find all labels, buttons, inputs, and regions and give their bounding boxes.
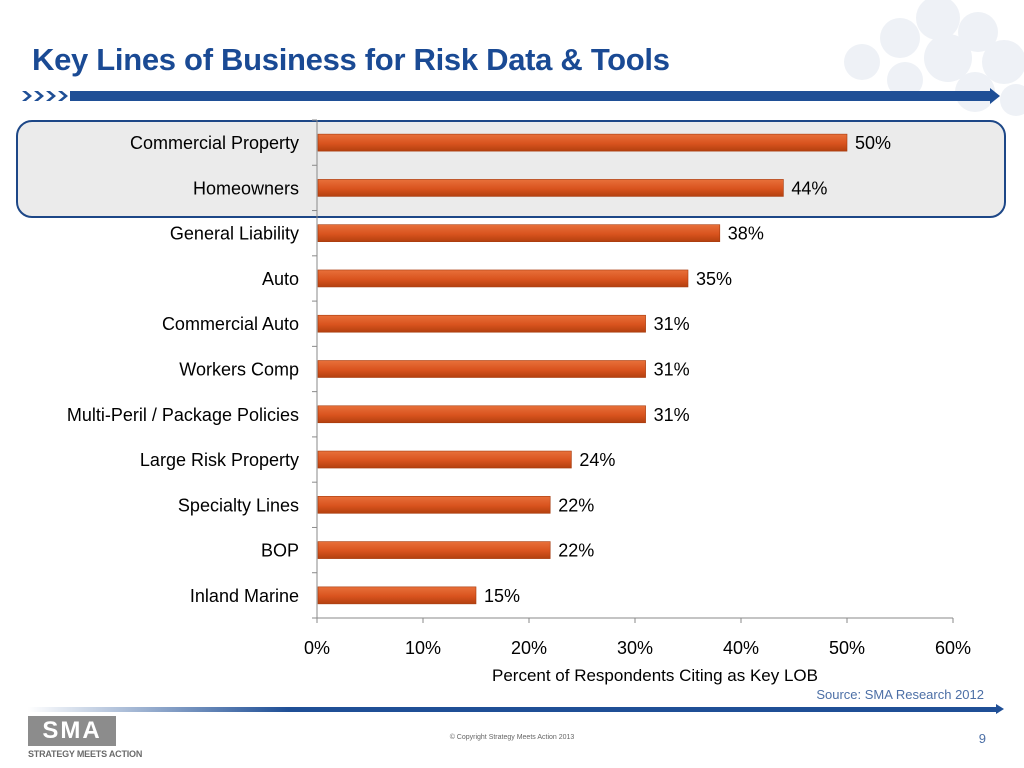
copyright-notice: © Copyright Strategy Meets Action 2013 [449, 734, 575, 741]
data-label: 31% [654, 314, 690, 334]
category-label: Workers Comp [179, 360, 299, 380]
x-tick-label: 0% [304, 638, 330, 658]
logo-mark: SMA [28, 716, 116, 746]
category-label: Inland Marine [190, 586, 299, 606]
bar [317, 405, 646, 424]
bar [317, 496, 551, 514]
x-tick-label: 10% [405, 638, 441, 658]
logo-tagline: STRATEGY MEETS ACTION [28, 749, 143, 759]
sma-logo: SMA STRATEGY MEETS ACTION [28, 716, 143, 762]
category-label: Large Risk Property [140, 450, 299, 470]
bar [317, 133, 848, 152]
data-label: 50% [855, 133, 891, 153]
category-label: Homeowners [193, 178, 299, 198]
category-label: Auto [262, 269, 299, 289]
data-label: 38% [728, 224, 764, 244]
data-label: 24% [579, 450, 615, 470]
source-note: Source: SMA Research 2012 [816, 687, 984, 702]
bar [317, 224, 721, 242]
data-label: 31% [654, 405, 690, 425]
bar [317, 586, 477, 605]
bar [317, 360, 646, 378]
data-label: 15% [484, 586, 520, 606]
bar [317, 541, 551, 559]
bar [317, 314, 646, 333]
x-tick-label: 40% [723, 638, 759, 658]
page-number: 9 [978, 731, 986, 746]
category-label: Multi-Peril / Package Policies [67, 405, 299, 425]
category-label: General Liability [170, 224, 299, 244]
bar [317, 179, 784, 197]
x-axis-title: Percent of Respondents Citing as Key LOB [492, 666, 818, 685]
data-label: 31% [654, 360, 690, 380]
x-tick-label: 60% [935, 638, 971, 658]
category-label: Commercial Auto [162, 314, 299, 334]
decorative-circles [844, 0, 1024, 116]
category-label: Commercial Property [130, 133, 299, 153]
bar [317, 269, 689, 288]
footer-rule [28, 704, 1004, 714]
x-tick-label: 30% [617, 638, 653, 658]
data-label: 44% [791, 178, 827, 198]
title-rule [0, 88, 1000, 104]
x-tick-label: 50% [829, 638, 865, 658]
data-label: 22% [558, 541, 594, 561]
category-label: BOP [261, 541, 299, 561]
data-label: 22% [558, 495, 594, 515]
category-label: Specialty Lines [178, 495, 299, 515]
data-label: 35% [696, 269, 732, 289]
x-tick-label: 20% [511, 638, 547, 658]
page-title: Key Lines of Business for Risk Data & To… [32, 42, 670, 77]
bar [317, 450, 572, 469]
